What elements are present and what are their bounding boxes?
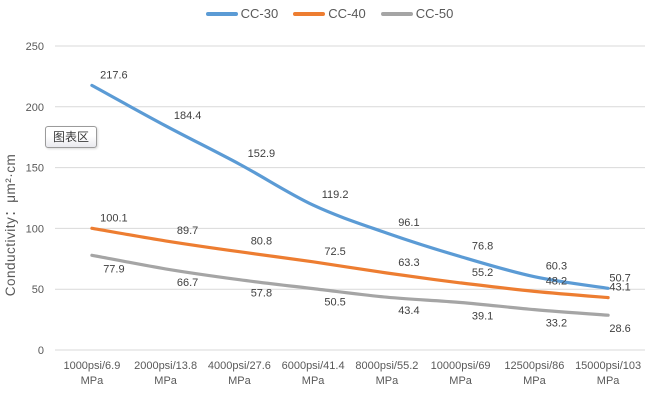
legend-label: CC-30 [240, 6, 279, 21]
series-line-cc-50[interactable] [90, 253, 610, 317]
data-label-cc-40: 89.7 [177, 225, 198, 237]
data-label-cc-40: 43.1 [609, 282, 630, 294]
data-label-cc-50: 33.2 [546, 318, 567, 330]
chart-area-tooltip-text: 图表区 [53, 130, 90, 144]
x-tick-label: 15000psi/103 MPa [575, 360, 641, 387]
data-label-cc-30: 119.2 [322, 189, 349, 201]
data-label-cc-40: 63.3 [398, 257, 419, 269]
data-label-cc-50: 39.1 [472, 311, 493, 323]
data-label-cc-30: 76.8 [472, 241, 493, 253]
data-label-cc-50: 50.5 [324, 297, 345, 309]
x-tick-label: 10000psi/69 MPa [431, 360, 491, 387]
data-label-cc-40: 100.1 [100, 212, 128, 224]
data-label-cc-40: 72.5 [324, 246, 345, 258]
x-tick-label: 1000psi/6.9 MPa [63, 360, 120, 387]
legend-item-cc-40[interactable]: CC-40 [293, 6, 366, 21]
data-label-cc-50: 66.7 [177, 277, 198, 289]
chart-area-tooltip: 图表区 [45, 126, 98, 148]
x-tick-label: 4000psi/27.6 MPa [208, 360, 271, 387]
series-line-cc-40[interactable] [90, 226, 610, 300]
data-label-cc-30: 152.9 [248, 148, 276, 160]
y-tick-label: 200 [26, 102, 44, 114]
data-label-cc-40: 48.2 [546, 275, 567, 287]
x-tick-label: 12500psi/86 MPa [504, 360, 564, 387]
data-label-cc-30: 96.1 [398, 217, 419, 229]
y-tick-label: 150 [26, 163, 44, 175]
y-axis-title: Conductivity：μm²·cm [3, 154, 18, 297]
y-tick-label: 0 [38, 345, 44, 357]
x-tick-label: 2000psi/13.8 MPa [134, 360, 197, 387]
x-tick-label: 8000psi/55.2 MPa [355, 360, 418, 387]
legend-item-cc-30[interactable]: CC-30 [205, 6, 279, 21]
legend-line-swatch [293, 11, 326, 16]
data-label-cc-50: 77.9 [103, 263, 124, 275]
data-label-cc-30: 184.4 [174, 110, 202, 122]
data-label-cc-50: 43.4 [398, 305, 419, 317]
data-label-cc-50: 57.8 [251, 288, 272, 300]
data-label-cc-40: 55.2 [472, 267, 493, 279]
data-label-cc-30: 50.7 [609, 272, 630, 284]
x-tick-label: 6000psi/41.4 MPa [282, 360, 345, 387]
legend: CC-30 CC-40 CC-50 [0, 6, 659, 21]
y-tick-label: 250 [26, 41, 44, 53]
legend-line-swatch [380, 11, 413, 16]
legend-line-swatch [205, 11, 238, 16]
data-label-cc-30: 60.3 [546, 261, 567, 273]
legend-label: CC-40 [328, 6, 366, 21]
series-line-cc-30[interactable] [90, 83, 610, 290]
legend-label: CC-50 [415, 6, 454, 21]
data-label-cc-40: 80.8 [251, 236, 272, 248]
data-label-cc-30: 217.6 [100, 69, 128, 81]
legend-item-cc-50[interactable]: CC-50 [380, 6, 454, 21]
y-tick-label: 50 [32, 284, 44, 296]
y-tick-label: 100 [26, 223, 44, 235]
data-label-cc-50: 28.6 [609, 323, 630, 335]
